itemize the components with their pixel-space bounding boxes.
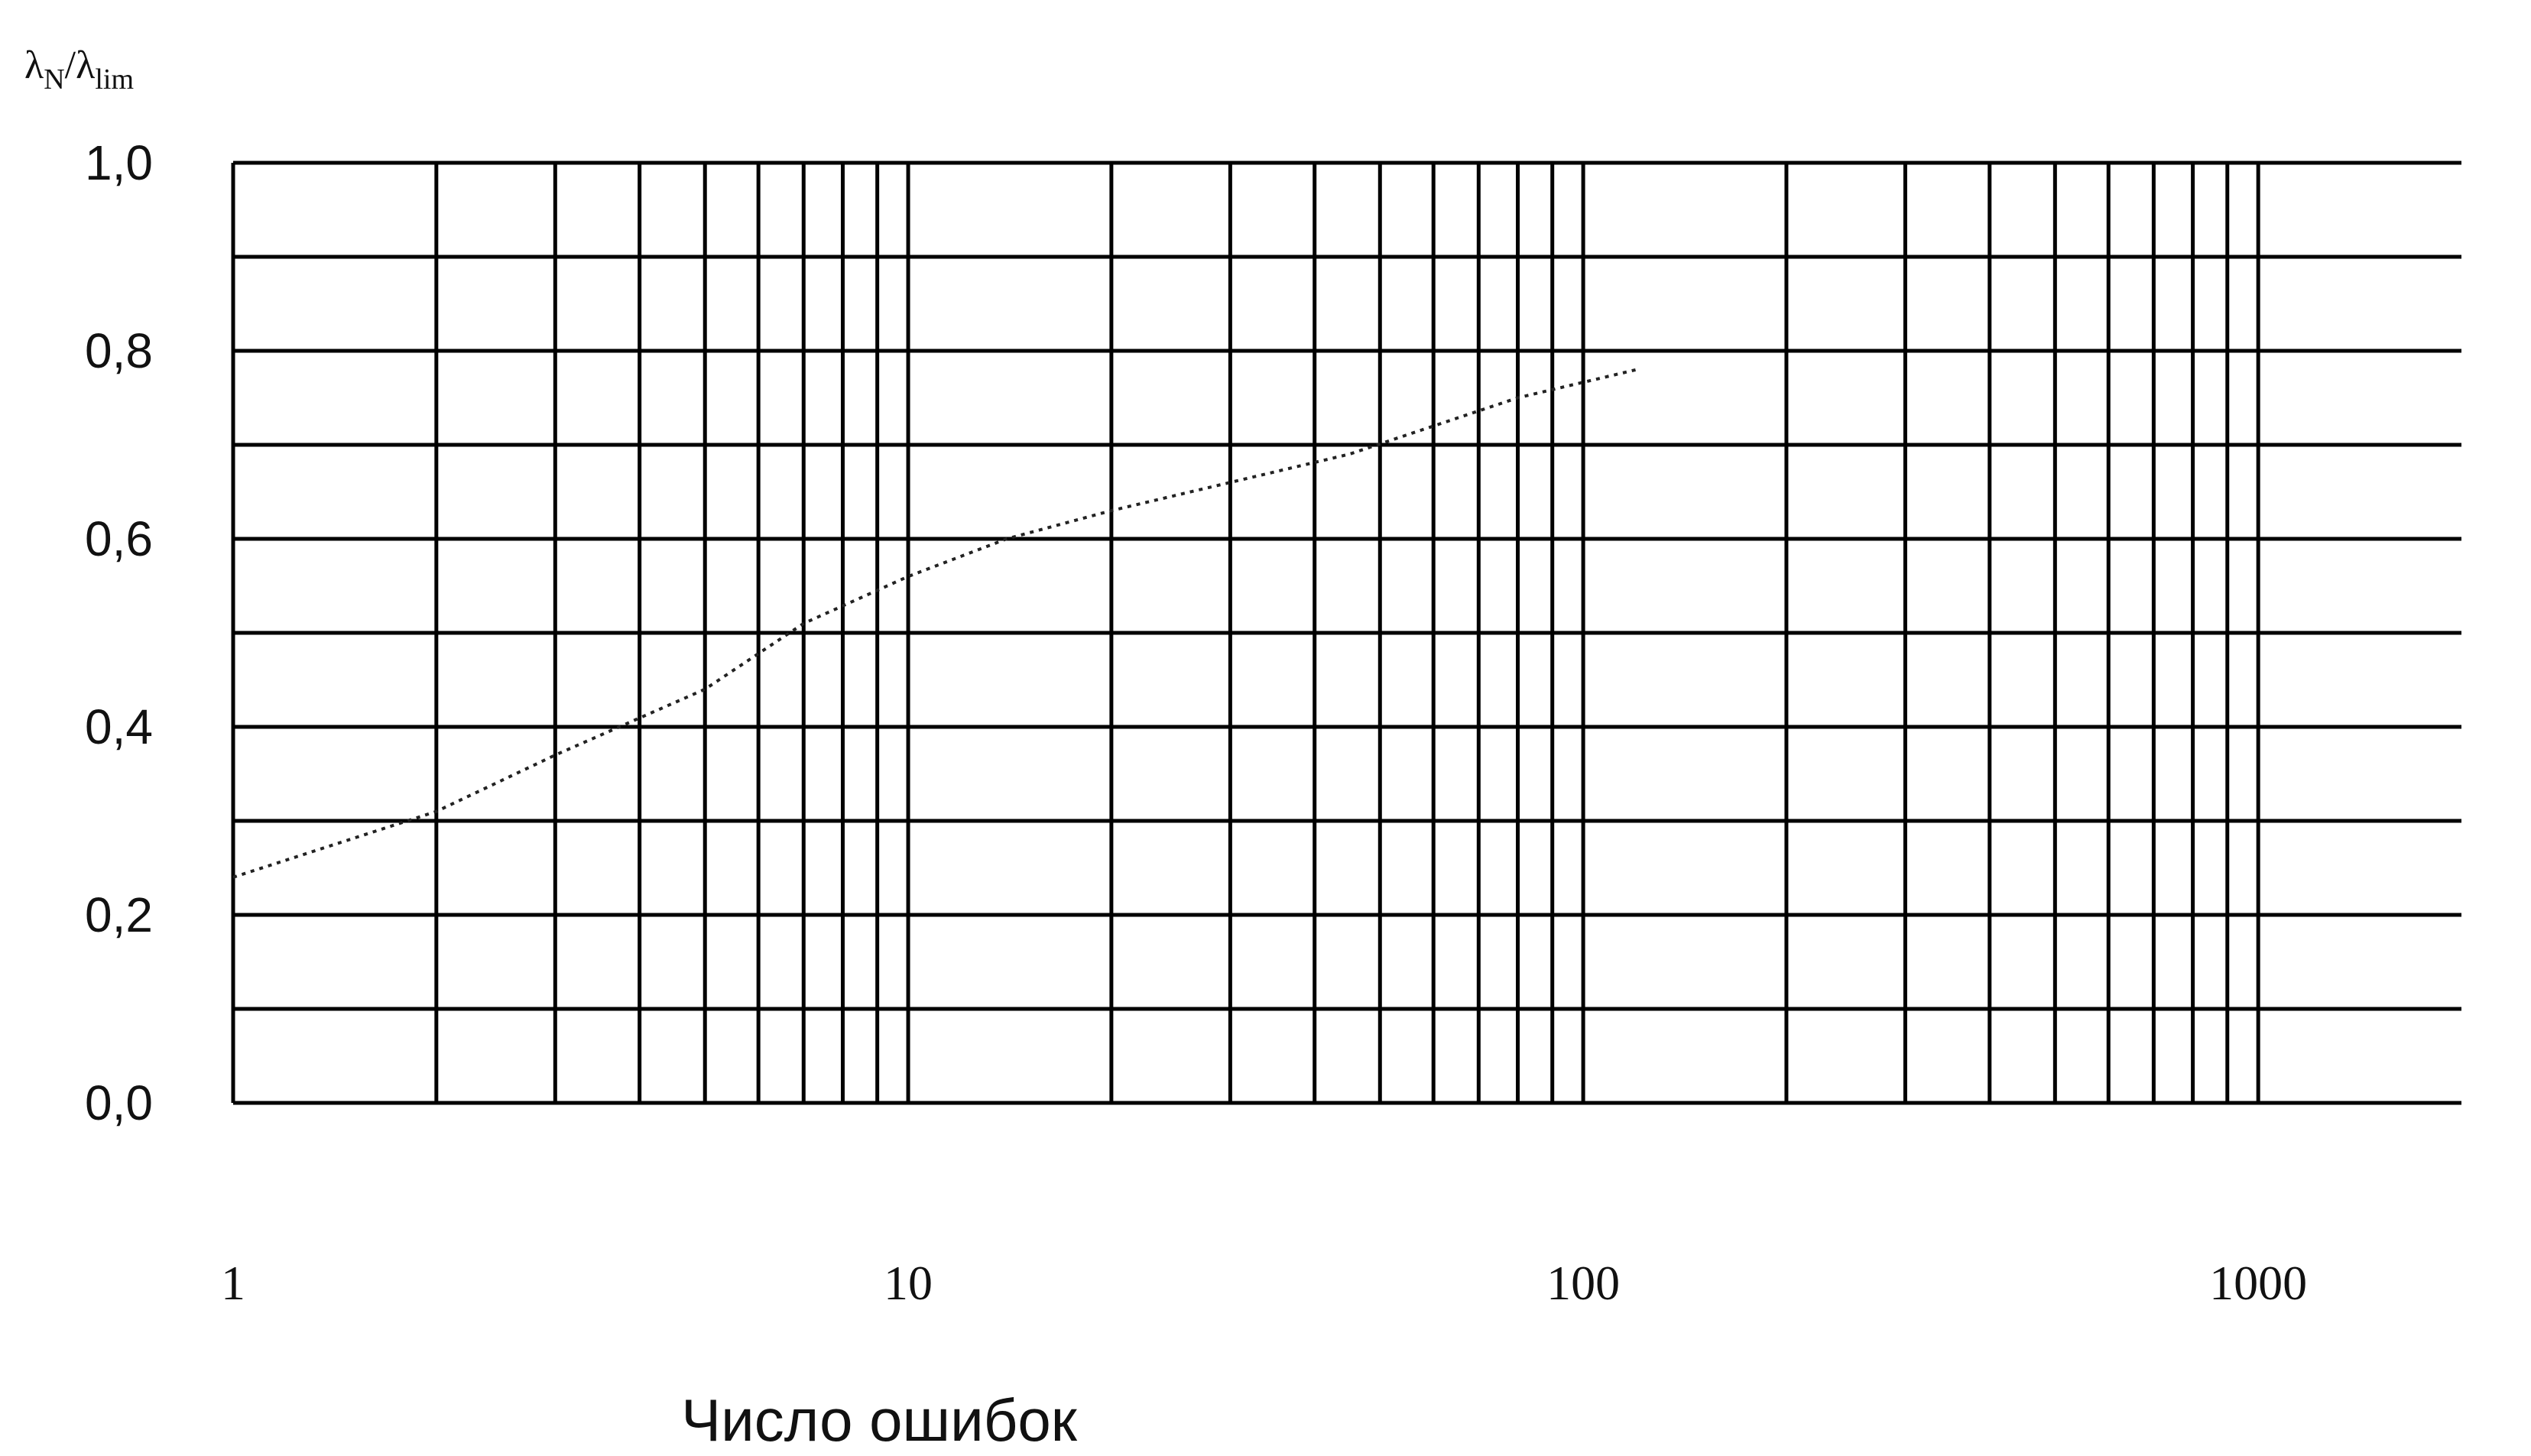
y-tick-label: 0,4 [85, 699, 153, 754]
x-tick-labels: 1 10 100 1000 [221, 1256, 2307, 1310]
grid [231, 161, 2461, 1105]
series-line [232, 368, 1637, 879]
x-tick-label: 100 [1546, 1256, 1620, 1310]
y-tick-label: 0,2 [85, 887, 153, 942]
y-axis-label: λN/λlim [24, 44, 134, 96]
x-tick-label: 1 [221, 1256, 245, 1310]
series-layer [232, 368, 1637, 879]
y-tick-label: 0,0 [85, 1075, 153, 1130]
x-tick-label: 1000 [2209, 1256, 2307, 1310]
x-tick-label: 10 [884, 1256, 933, 1310]
y-tick-label: 0,6 [85, 511, 153, 566]
y-tick-label: 0,8 [85, 323, 153, 378]
y-tick-labels: 0,0 0,2 0,4 0,6 0,8 1,0 [85, 135, 153, 1130]
y-tick-label: 1,0 [85, 135, 153, 190]
x-axis-title: Число ошибок [681, 1386, 1078, 1454]
